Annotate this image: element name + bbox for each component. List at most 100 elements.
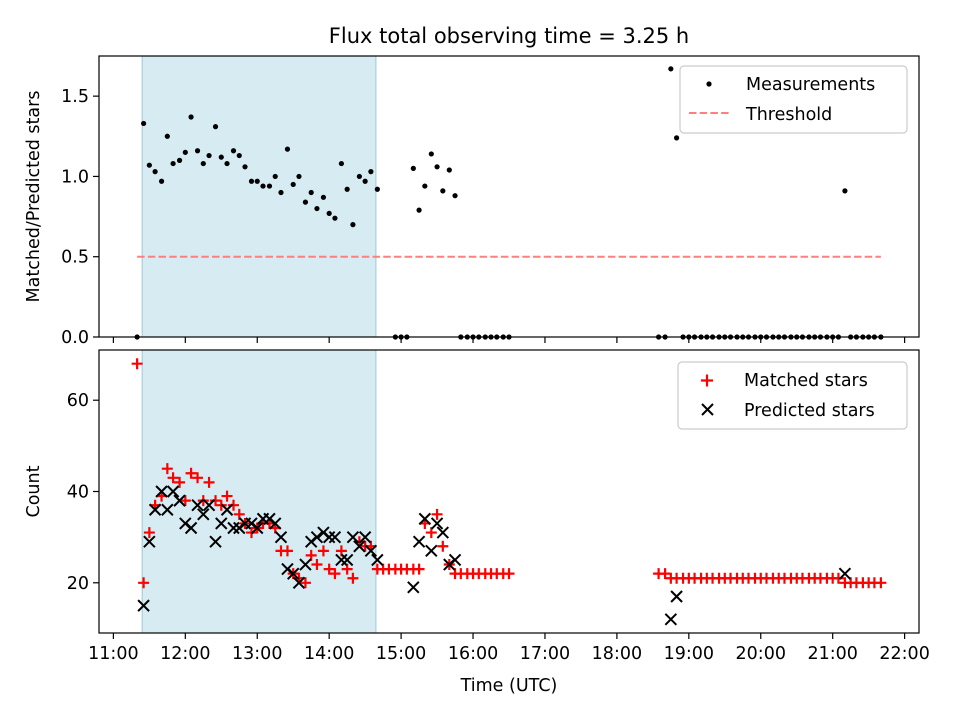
predicted-point: [269, 517, 282, 530]
matched-point: [179, 495, 191, 507]
measurement-point: [326, 210, 332, 216]
predicted-point: [364, 544, 378, 558]
predicted-point: [335, 553, 348, 567]
matched-point: [413, 563, 425, 575]
measurement-point: [206, 152, 212, 159]
predicted-point: [251, 521, 264, 535]
y-tick-label: 60: [67, 391, 89, 411]
measurement-point: [338, 160, 345, 167]
bottom-axes-frame: [98, 349, 920, 634]
predicted-point: [292, 576, 306, 589]
predicted-point: [353, 540, 366, 553]
predicted-point: [215, 517, 228, 530]
measurement-point: [188, 114, 194, 120]
bottom-y-axis-label: Count: [24, 465, 44, 517]
matched-point: [185, 467, 197, 479]
measurement-point: [170, 160, 176, 167]
predicted-point: [209, 535, 222, 548]
legend-matched-label: Matched stars: [744, 371, 868, 391]
y-tick-label: 1.0: [61, 167, 89, 187]
predicted-point: [407, 581, 420, 594]
chart-title: Flux total observing time = 3.25 h: [329, 24, 689, 48]
measurement-point: [194, 148, 201, 154]
matched-point: [203, 476, 215, 488]
predicted-point: [322, 530, 336, 544]
bottom-legend: Matched stars Predicted stars: [677, 361, 908, 430]
x-tick-label: 18:00: [592, 644, 642, 664]
predicted-point: [143, 535, 156, 548]
matched-point: [347, 572, 359, 584]
predicted-point: [161, 503, 174, 516]
measurement-point: [428, 151, 434, 157]
measurement-point: [368, 169, 374, 175]
measurement-point: [176, 157, 183, 163]
matched-point: [335, 545, 347, 557]
measurement-point: [212, 124, 219, 130]
predicted-point: [448, 553, 462, 567]
x-tick-label: 20:00: [736, 644, 786, 664]
measurement-point: [673, 135, 680, 141]
predicted-point: [838, 567, 852, 580]
bottom-predicted-points: [137, 485, 852, 626]
measurement-point: [242, 164, 248, 170]
measurement-point: [254, 178, 260, 184]
matched-point: [431, 508, 443, 520]
matched-point: [341, 563, 353, 575]
measurement-point: [182, 149, 188, 155]
predicted-point: [299, 558, 312, 571]
predicted-point: [418, 512, 432, 526]
top-panel: 0.0 0.5 1.0 1.5 Matched/Predicted stars Mea…: [24, 55, 920, 348]
measurement-point: [284, 146, 291, 152]
top-legend-box: [679, 65, 908, 134]
predicted-point: [346, 530, 360, 544]
predicted-point: [148, 503, 162, 516]
measurement-point: [218, 154, 224, 160]
measurement-point: [446, 167, 452, 173]
matched-point: [437, 540, 449, 552]
measurement-point: [314, 205, 320, 212]
measurement-point: [230, 148, 237, 154]
x-tick-label: 13:00: [232, 644, 282, 664]
predicted-point: [137, 599, 150, 612]
measurement-point: [350, 222, 356, 228]
predicted-point: [670, 590, 683, 603]
measurement-point: [158, 178, 165, 184]
measurement-point: [290, 181, 296, 188]
measurement-point: [266, 183, 273, 189]
matched-point: [233, 508, 245, 520]
matched-point: [875, 577, 887, 589]
measurement-point: [320, 194, 327, 200]
measurement-point: [146, 162, 152, 168]
measurement-point: [302, 199, 309, 205]
measurement-point: [668, 66, 674, 72]
predicted-point: [184, 521, 198, 535]
matched-point: [323, 563, 335, 575]
top-x-ticks: [112, 337, 906, 343]
predicted-point: [664, 613, 678, 626]
matched-point: [131, 358, 143, 370]
measurement-point: [344, 186, 350, 192]
measurement-point: [374, 186, 380, 192]
top-legend: Measurements Threshold: [679, 65, 908, 134]
predicted-point: [340, 553, 354, 567]
matched-point: [305, 549, 317, 561]
x-tick-label: 17:00: [520, 644, 570, 664]
matched-point: [299, 577, 311, 589]
measurement-point: [278, 189, 284, 196]
matched-point: [161, 463, 173, 475]
x-tick-label: 22:00: [879, 644, 929, 664]
measurement-point: [356, 173, 362, 180]
measurement-point: [164, 133, 170, 139]
predicted-point: [287, 567, 300, 580]
predicted-point: [436, 526, 450, 539]
measurement-point: [452, 193, 458, 199]
predicted-point: [191, 498, 204, 512]
x-tick-label: 15:00: [376, 644, 426, 664]
y-tick-label: 0.5: [61, 248, 89, 268]
matched-point: [174, 476, 186, 488]
top-measurement-points: [134, 66, 884, 340]
matched-point: [138, 577, 150, 589]
top-y-ticks: 0.0 0.5 1.0 1.5: [61, 87, 99, 348]
predicted-point: [358, 530, 372, 544]
top-axes-frame: [98, 55, 920, 338]
